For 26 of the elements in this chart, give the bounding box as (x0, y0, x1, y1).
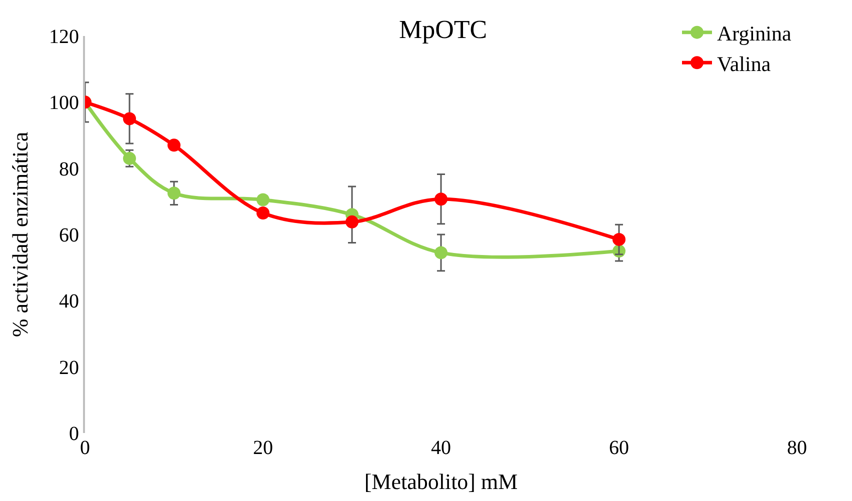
y-tick-label: 60 (59, 224, 79, 246)
point (434, 192, 448, 206)
point (168, 186, 180, 200)
y-tick-label: 20 (59, 356, 79, 379)
y-tick-label: 0 (69, 423, 79, 445)
point (168, 138, 180, 152)
point (434, 246, 448, 260)
x-tick-label: 60 (609, 437, 629, 459)
y-tick-label: 100 (49, 92, 79, 114)
x-axis-title: [Metabolito] mM (364, 468, 518, 494)
legend-label: Arginina (717, 22, 792, 46)
point (123, 112, 136, 126)
point (256, 193, 270, 206)
point (256, 206, 270, 220)
y-tick-label: 80 (59, 158, 79, 180)
y-axis-title: % actividad enzimática (7, 132, 32, 338)
point (346, 215, 358, 228)
point (123, 152, 136, 165)
point (612, 232, 626, 246)
y-tick-label: 120 (49, 26, 79, 48)
x-tick-label: 20 (253, 437, 273, 459)
y-tick-label: 40 (59, 290, 79, 313)
legend-label: Valina (717, 52, 772, 76)
chart-title: MpOTC (398, 15, 488, 44)
x-tick-label: 80 (787, 437, 807, 459)
x-tick-label: 40 (431, 437, 451, 459)
